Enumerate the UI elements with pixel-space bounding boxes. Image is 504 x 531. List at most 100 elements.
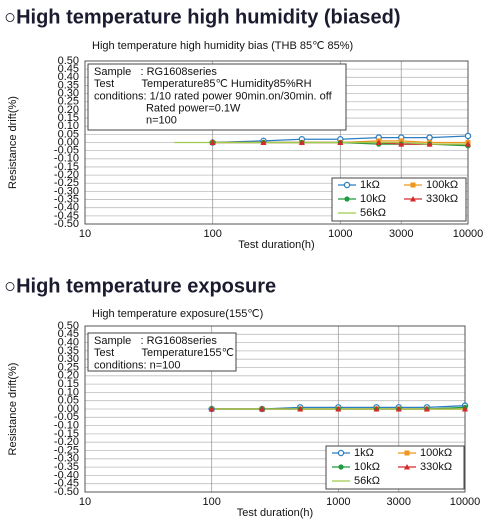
y-axis-label: Resistance drift(%) xyxy=(7,363,19,456)
y-tick-label: 0.15 xyxy=(58,378,79,390)
y-tick-label: -0.15 xyxy=(54,428,79,440)
x-tick-label: 10000 xyxy=(450,496,481,508)
annotation-line: n=100 xyxy=(94,115,177,127)
marker xyxy=(398,141,405,147)
marker xyxy=(395,406,402,412)
y-tick-label: -0.50 xyxy=(54,218,79,230)
y-tick-label: 0.40 xyxy=(58,337,79,349)
y-axis-label: Resistance drift(%) xyxy=(7,96,19,189)
heading: ○High temperature exposure xyxy=(4,275,276,297)
marker xyxy=(404,450,410,456)
marker xyxy=(462,406,468,412)
marker xyxy=(410,196,416,202)
marker xyxy=(298,139,305,145)
heading: ○High temperature high humidity (biased) xyxy=(4,6,401,28)
x-tick-label: 1000 xyxy=(328,228,352,240)
y-tick-label: -0.25 xyxy=(54,177,79,189)
y-tick-label: 0.50 xyxy=(58,55,79,67)
marker xyxy=(260,139,267,145)
y-tick-label: 0.25 xyxy=(58,361,79,373)
legend-label: 330kΩ xyxy=(426,193,458,205)
y-tick-label: 0.15 xyxy=(58,112,79,124)
legend-label: 10kΩ xyxy=(354,461,380,473)
marker xyxy=(343,181,351,189)
x-tick-label: 10 xyxy=(79,496,91,508)
x-tick-label: 10 xyxy=(79,228,91,240)
annotation-line: Sample : RG1608series xyxy=(94,335,217,347)
y-tick-label: -0.30 xyxy=(54,185,79,197)
y-tick-label: 0.30 xyxy=(58,88,79,100)
x-tick-label: 100 xyxy=(202,496,220,508)
annotation-line: Sample : RG1608series xyxy=(94,66,217,78)
y-tick-label: 0.30 xyxy=(58,353,79,365)
annotation-line: Test Temperature155℃ xyxy=(94,347,234,359)
marker xyxy=(344,196,350,202)
y-tick-label: -0.10 xyxy=(54,420,79,432)
annotation-box xyxy=(87,63,347,131)
y-tick-label: 0.45 xyxy=(58,328,79,340)
y-tick-label: 0.35 xyxy=(58,345,79,357)
annotation-line: Test Temperature85℃ Humidity85%RH xyxy=(94,78,312,90)
x-axis-label: Test duration(h) xyxy=(238,239,314,251)
marker xyxy=(410,182,416,188)
legend-label: 100kΩ xyxy=(420,447,452,459)
y-tick-label: -0.20 xyxy=(54,169,79,181)
y-tick-label: 0.25 xyxy=(58,96,79,108)
x-tick-label: 1000 xyxy=(326,496,350,508)
marker xyxy=(335,406,342,412)
y-tick-label: -0.05 xyxy=(54,411,79,423)
y-tick-label: -0.35 xyxy=(54,461,79,473)
marker xyxy=(398,138,404,144)
marker xyxy=(464,132,472,140)
y-tick-label: 0.00 xyxy=(58,136,79,148)
marker xyxy=(337,139,344,145)
marker xyxy=(337,449,345,457)
y-tick-label: 0.10 xyxy=(58,120,79,132)
y-tick-label: -0.05 xyxy=(54,145,79,157)
y-tick-label: -0.45 xyxy=(54,478,79,490)
marker xyxy=(338,464,344,470)
y-tick-label: 0.05 xyxy=(58,128,79,140)
y-tick-label: -0.35 xyxy=(54,193,79,205)
marker xyxy=(259,406,266,412)
y-tick-label: -0.50 xyxy=(54,486,79,498)
y-tick-label: 0.20 xyxy=(58,104,79,116)
marker xyxy=(465,141,471,147)
x-axis-label: Test duration(h) xyxy=(237,507,313,519)
marker xyxy=(423,406,430,412)
marker xyxy=(375,139,382,145)
annotation-line: Rated power=0.1W xyxy=(94,103,241,115)
marker xyxy=(297,406,304,412)
y-tick-label: 0.50 xyxy=(58,320,79,332)
annotation-box xyxy=(87,332,237,372)
y-tick-label: -0.40 xyxy=(54,469,79,481)
legend-label: 56kΩ xyxy=(354,475,380,487)
legend-label: 56kΩ xyxy=(360,207,386,219)
y-tick-label: 0.45 xyxy=(58,63,79,75)
legend-label: 100kΩ xyxy=(426,179,458,191)
marker xyxy=(426,141,433,147)
chart-title: High temperature high humidity bias (THB… xyxy=(92,40,353,52)
series-line xyxy=(212,135,469,144)
x-tick-label: 10000 xyxy=(453,228,484,240)
y-tick-label: -0.40 xyxy=(54,202,79,214)
y-tick-label: 0.00 xyxy=(58,403,79,415)
annotation-line: conditions: n=100 xyxy=(94,359,181,371)
legend-label: 1kΩ xyxy=(360,179,380,191)
marker xyxy=(426,134,433,141)
x-tick-label: 3000 xyxy=(387,496,411,508)
y-tick-label: 0.35 xyxy=(58,79,79,91)
y-tick-label: -0.10 xyxy=(54,153,79,165)
y-tick-label: -0.45 xyxy=(54,210,79,222)
annotation-line: conditions: 1/10 rated power 90min.on/30… xyxy=(94,90,333,102)
legend-label: 330kΩ xyxy=(420,461,452,473)
y-tick-label: -0.15 xyxy=(54,161,79,173)
marker xyxy=(373,406,380,412)
y-tick-label: 0.40 xyxy=(58,71,79,83)
y-tick-label: 0.05 xyxy=(58,395,79,407)
y-tick-label: -0.30 xyxy=(54,453,79,465)
legend-label: 10kΩ xyxy=(360,193,386,205)
chart-title: High temperature exposure(155℃) xyxy=(92,308,263,320)
